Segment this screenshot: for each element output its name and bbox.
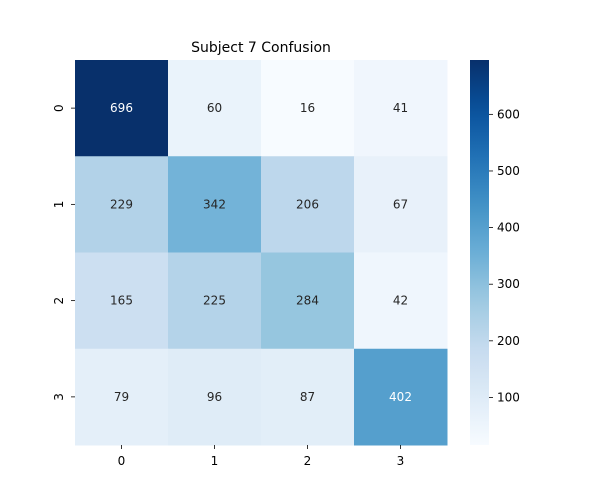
heatmap-cell <box>261 156 355 253</box>
cell-value-label: 342 <box>203 197 226 211</box>
cell-value-label: 696 <box>110 101 133 115</box>
x-tick-label: 0 <box>118 454 126 468</box>
heatmap-cell <box>261 60 355 157</box>
cell-value-label: 41 <box>393 101 408 115</box>
cell-value-label: 402 <box>389 390 412 404</box>
cell-value-label: 67 <box>393 197 408 211</box>
x-tick-label: 3 <box>397 454 405 468</box>
cell-value-label: 225 <box>203 294 226 308</box>
colorbar: 100 200 300 400 500 600 <box>470 60 520 445</box>
heatmap-cell <box>75 348 169 446</box>
colorbar-tick-label: 600 <box>497 107 520 121</box>
y-tick-label: 2 <box>52 297 66 305</box>
chart-title: Subject 7 Confusion <box>191 40 331 56</box>
heatmap-cell <box>75 60 169 157</box>
x-tick-label: 1 <box>211 454 219 468</box>
cell-value-label: 165 <box>110 294 133 308</box>
y-tick-label: 0 <box>52 104 66 112</box>
heatmap-cells: 696 60 16 41 229 342 206 67 165 225 284 42 79 96 87 402 <box>75 60 448 446</box>
colorbar-tick-label: 100 <box>497 390 520 404</box>
heatmap-cell <box>354 348 448 446</box>
heatmap-cell <box>168 252 262 350</box>
cell-value-label: 96 <box>207 390 222 404</box>
cell-value-label: 87 <box>300 390 315 404</box>
cell-value-label: 42 <box>393 294 408 308</box>
cell-value-label: 16 <box>300 101 315 115</box>
y-tick-label: 1 <box>52 201 66 209</box>
y-tick-label: 3 <box>52 393 66 401</box>
heatmap-cell <box>168 60 262 157</box>
heatmap-cell <box>261 252 355 350</box>
heatmap-cell <box>75 252 169 350</box>
cell-value-label: 206 <box>296 197 319 211</box>
cell-value-label: 284 <box>296 294 319 308</box>
heatmap-cell <box>354 156 448 253</box>
colorbar-tick-label: 200 <box>497 334 520 348</box>
x-tick-label: 2 <box>304 454 312 468</box>
heatmap-cell <box>168 156 262 253</box>
y-axis-ticks: 0 1 2 3 <box>52 104 75 401</box>
colorbar-tick-label: 400 <box>497 221 520 235</box>
cell-value-label: 79 <box>114 390 129 404</box>
heatmap-cell <box>168 348 262 446</box>
heatmap-cell <box>354 252 448 350</box>
cell-value-label: 229 <box>110 197 133 211</box>
colorbar-tick-label: 300 <box>497 277 520 291</box>
heatmap-cell <box>75 156 169 253</box>
cell-value-label: 60 <box>207 101 222 115</box>
heatmap-cell <box>354 60 448 157</box>
colorbar-gradient <box>470 60 489 445</box>
x-axis-ticks: 0 1 2 3 <box>118 445 405 468</box>
heatmap-cell <box>261 348 355 446</box>
colorbar-tick-label: 500 <box>497 164 520 178</box>
